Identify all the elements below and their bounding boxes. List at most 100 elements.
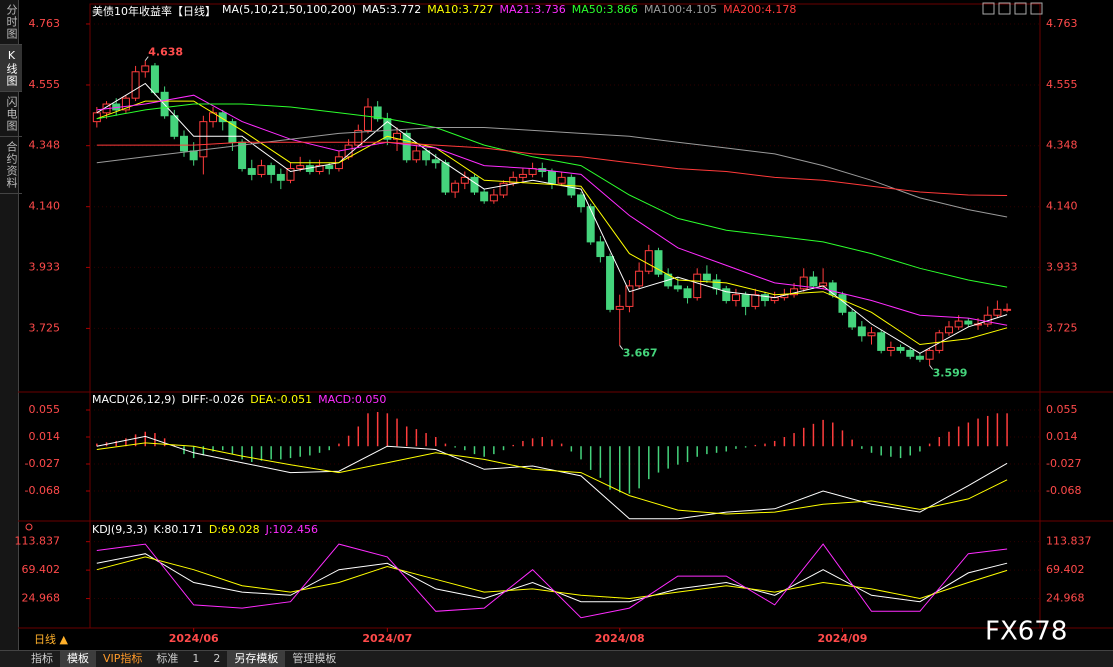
candle-body (741, 294, 750, 307)
macd-bar (415, 429, 418, 447)
macd-bar (309, 446, 311, 456)
y-tick-label-right: -0.068 (1046, 484, 1081, 497)
candle-body (509, 176, 518, 184)
period-label[interactable]: 日线 ▲ (34, 632, 68, 646)
window-icons (982, 2, 1043, 15)
tab[interactable]: 标准 (156, 652, 179, 665)
macd-bar (435, 437, 437, 447)
candle-body (702, 273, 711, 281)
candle-body (848, 311, 857, 328)
macd-bar (793, 433, 795, 447)
legend-entry: MA200:4.178 (723, 3, 797, 16)
macd-bar (376, 411, 379, 447)
tab[interactable]: 1 (192, 652, 200, 665)
y-tick-label: 4.348 (29, 139, 61, 152)
side-tab[interactable]: K线图 (0, 45, 22, 92)
icon[interactable] (1014, 2, 1027, 15)
y-tick-label: 0.055 (29, 403, 61, 416)
macd-bar (773, 440, 776, 447)
candle-body (654, 250, 663, 275)
tab[interactable]: 指标 (31, 652, 53, 665)
annotation-line (929, 365, 934, 370)
y-tick-label-right: 4.140 (1046, 200, 1078, 213)
macd-bar (396, 418, 398, 447)
macd-bar (802, 427, 805, 447)
macd-bar (260, 446, 263, 461)
macd-bar (1006, 413, 1008, 447)
macd-bar (599, 446, 602, 478)
macd-bar (192, 446, 195, 459)
x-tick-label: 2024/06 (169, 632, 219, 645)
macd-bar (280, 446, 282, 460)
tab[interactable]: 管理模板 (292, 652, 337, 665)
icon[interactable] (1030, 2, 1043, 15)
macd-bar (822, 419, 824, 447)
candle-body (877, 332, 886, 351)
macd-bar (851, 439, 853, 447)
macd-bar (832, 422, 834, 447)
side-tab[interactable]: 分时图 (0, 0, 22, 45)
tab[interactable]: VIP指标 (103, 652, 143, 665)
y-tick-label: 3.933 (29, 260, 61, 273)
macd-bar (706, 446, 708, 455)
candle-body (886, 346, 895, 351)
x-tick-label: 2024/08 (595, 632, 645, 645)
candle-body (451, 182, 460, 193)
macd-bar (686, 446, 689, 463)
candle-body (809, 276, 818, 287)
settings-icon[interactable] (25, 523, 33, 531)
candle-body (325, 165, 334, 170)
legend-entry: K:80.171 (153, 523, 203, 536)
candle-body (944, 326, 953, 334)
macd-bar (696, 446, 698, 457)
candle-body (499, 182, 508, 196)
icon[interactable] (998, 2, 1011, 15)
macd-bar (134, 434, 137, 447)
macd-bar (899, 446, 902, 459)
macd-bar (270, 446, 272, 460)
tab[interactable]: 模板 (60, 651, 96, 667)
candle-body (267, 165, 276, 175)
y-tick-label: 113.837 (15, 535, 61, 548)
macd-bar (115, 440, 117, 447)
macd-bar (890, 446, 892, 457)
macd-bar (764, 443, 766, 447)
candle-body (257, 165, 266, 175)
macd-bar (551, 439, 553, 447)
macd-bar (948, 431, 950, 447)
side-tab[interactable]: 闪电图 (0, 92, 22, 137)
macd-bar (347, 435, 350, 447)
tab[interactable]: 2 (213, 652, 221, 665)
candle-body (170, 115, 179, 137)
y-tick-label: -0.027 (25, 457, 60, 470)
side-tab[interactable]: 合约资料 (0, 137, 22, 194)
macd-bar (919, 446, 921, 452)
legend-entry: DEA:-0.051 (250, 393, 313, 406)
candle-body (712, 279, 721, 290)
tab[interactable]: 另存模板 (227, 651, 286, 667)
legend-entry: MA21:3.736 (499, 3, 566, 16)
y-tick-label-right: 24.968 (1046, 592, 1085, 605)
candle-body (412, 150, 421, 161)
candle-body (557, 176, 566, 184)
macd-bar (241, 446, 243, 460)
candle-body (635, 270, 644, 287)
y-tick-label: 0.014 (29, 430, 61, 443)
candle-body (964, 320, 973, 325)
y-tick-label-right: 3.933 (1046, 260, 1078, 273)
icon[interactable] (982, 2, 995, 15)
macd-bar (657, 446, 660, 473)
macd-bar (812, 423, 815, 447)
macd-bar (667, 446, 669, 469)
candle-body (441, 162, 450, 193)
y-tick-label-right: 4.348 (1046, 139, 1078, 152)
macd-bar (367, 413, 369, 447)
y-tick-label-right: 69.402 (1046, 563, 1085, 576)
candle-body (722, 288, 731, 302)
candle-body (489, 194, 498, 202)
macd-bar (483, 446, 485, 457)
macd-bar (531, 438, 534, 447)
macd-bar (938, 437, 941, 447)
series-line (96, 141, 1008, 196)
